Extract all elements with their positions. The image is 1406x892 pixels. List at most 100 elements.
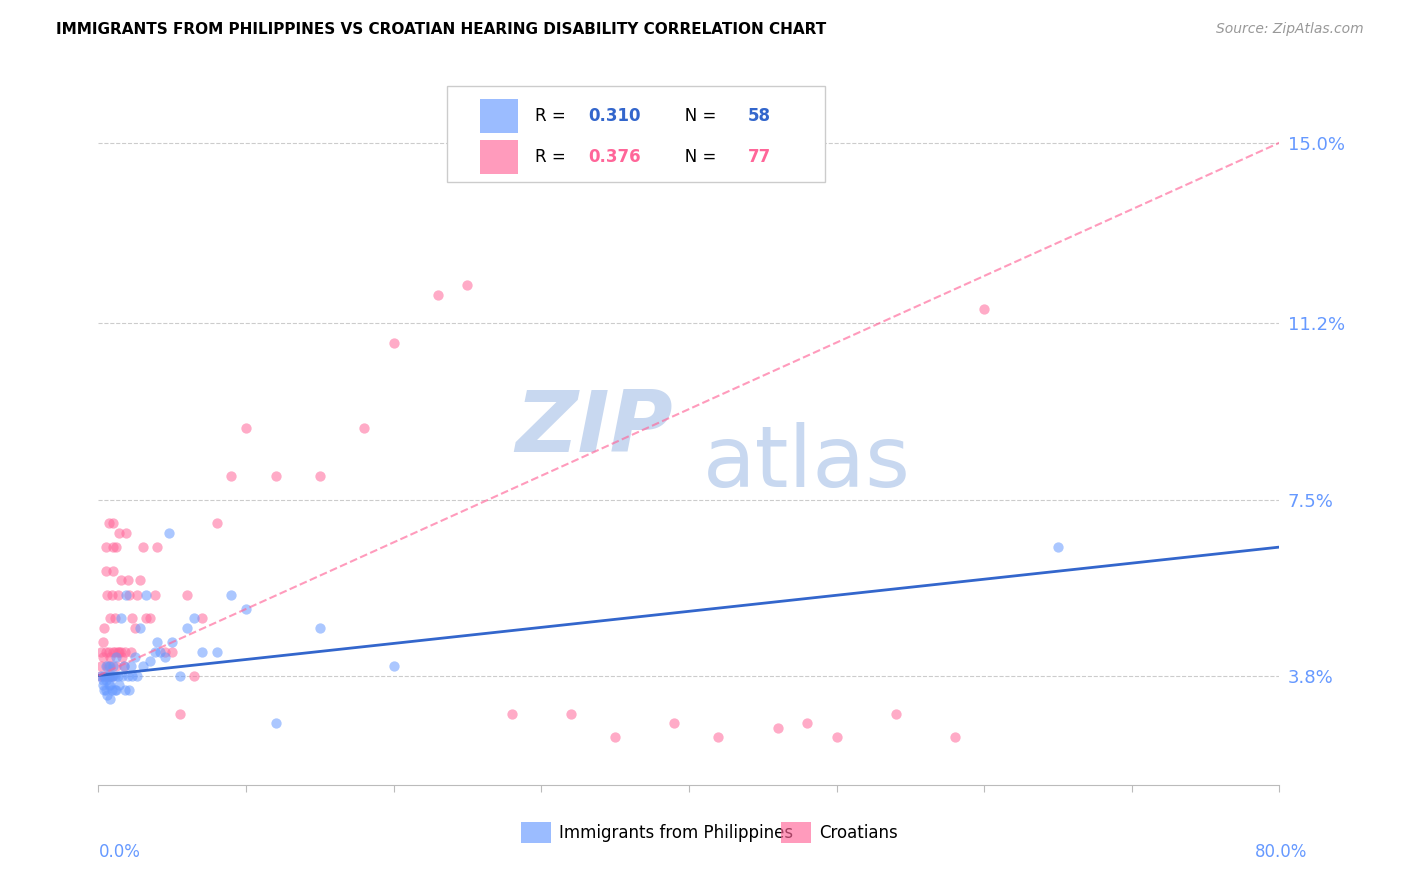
Text: ZIP: ZIP [516,386,673,470]
Point [111,668,134,682]
Point [169,706,191,721]
Point [94,645,117,659]
Point [110,574,132,588]
Point [98,611,121,625]
Point [91,673,114,688]
Point [124,621,146,635]
Point [125,588,148,602]
Point [98,649,121,664]
Point [94,659,117,673]
Point [825,731,848,745]
Point [114,645,136,659]
Text: R =: R = [536,148,571,166]
Point [90,659,112,673]
Point [664,716,686,731]
Point [766,721,789,735]
Point [107,588,129,602]
Point [205,645,228,659]
Point [108,525,131,540]
Point [107,645,129,659]
Point [93,682,115,697]
Point [125,668,148,682]
Point [118,588,141,602]
Point [162,645,183,659]
Point [132,540,155,554]
Point [94,682,117,697]
Point [98,668,121,682]
Point [117,668,139,682]
Bar [479,99,517,133]
Point [183,611,205,625]
Point [103,645,125,659]
Point [128,574,150,588]
Point [560,706,582,721]
Point [120,645,142,659]
Point [93,621,115,635]
Point [96,588,118,602]
Point [605,731,627,745]
Point [309,468,332,483]
Point [143,588,166,602]
Point [110,645,132,659]
Point [110,611,132,625]
Point [264,468,287,483]
Point [191,611,214,625]
Text: 80.0%: 80.0% [1256,843,1308,861]
Point [128,621,150,635]
Point [501,706,523,721]
Point [100,588,122,602]
Bar [479,140,517,174]
Text: IMMIGRANTS FROM PHILIPPINES VS CROATIAN HEARING DISABILITY CORRELATION CHART: IMMIGRANTS FROM PHILIPPINES VS CROATIAN … [56,22,827,37]
Point [115,525,138,540]
Point [118,682,141,697]
Point [183,668,205,682]
Point [96,668,118,682]
Point [146,540,169,554]
Text: Immigrants from Philippines: Immigrants from Philippines [560,824,793,842]
Text: Source: ZipAtlas.com: Source: ZipAtlas.com [1216,22,1364,37]
Point [135,611,157,625]
Text: 0.376: 0.376 [589,148,641,166]
Point [235,421,257,435]
Point [205,516,228,531]
Point [105,540,128,554]
Text: N =: N = [669,107,721,125]
Point [146,635,169,649]
Point [96,688,118,702]
Point [97,516,120,531]
Point [105,659,128,673]
Point [107,668,129,682]
Point [382,659,405,673]
Point [108,678,131,692]
Point [91,678,114,692]
Point [382,335,405,350]
Point [162,635,183,649]
Text: Croatians: Croatians [818,824,897,842]
Point [103,668,125,682]
Point [117,574,139,588]
Point [973,302,995,317]
Point [97,645,120,659]
Point [104,645,127,659]
Point [89,668,111,682]
Text: R =: R = [536,107,571,125]
Point [105,649,128,664]
Point [91,635,114,649]
Point [94,540,117,554]
Point [264,716,287,731]
Point [221,468,243,483]
Point [97,659,120,673]
Point [98,659,121,673]
Bar [522,822,551,844]
Point [104,611,127,625]
Point [94,564,117,578]
Point [121,611,143,625]
Point [98,678,121,692]
Point [121,668,143,682]
Point [115,588,138,602]
Point [93,668,115,682]
Point [100,682,122,697]
Point [103,564,125,578]
Point [112,659,135,673]
Point [132,659,155,673]
